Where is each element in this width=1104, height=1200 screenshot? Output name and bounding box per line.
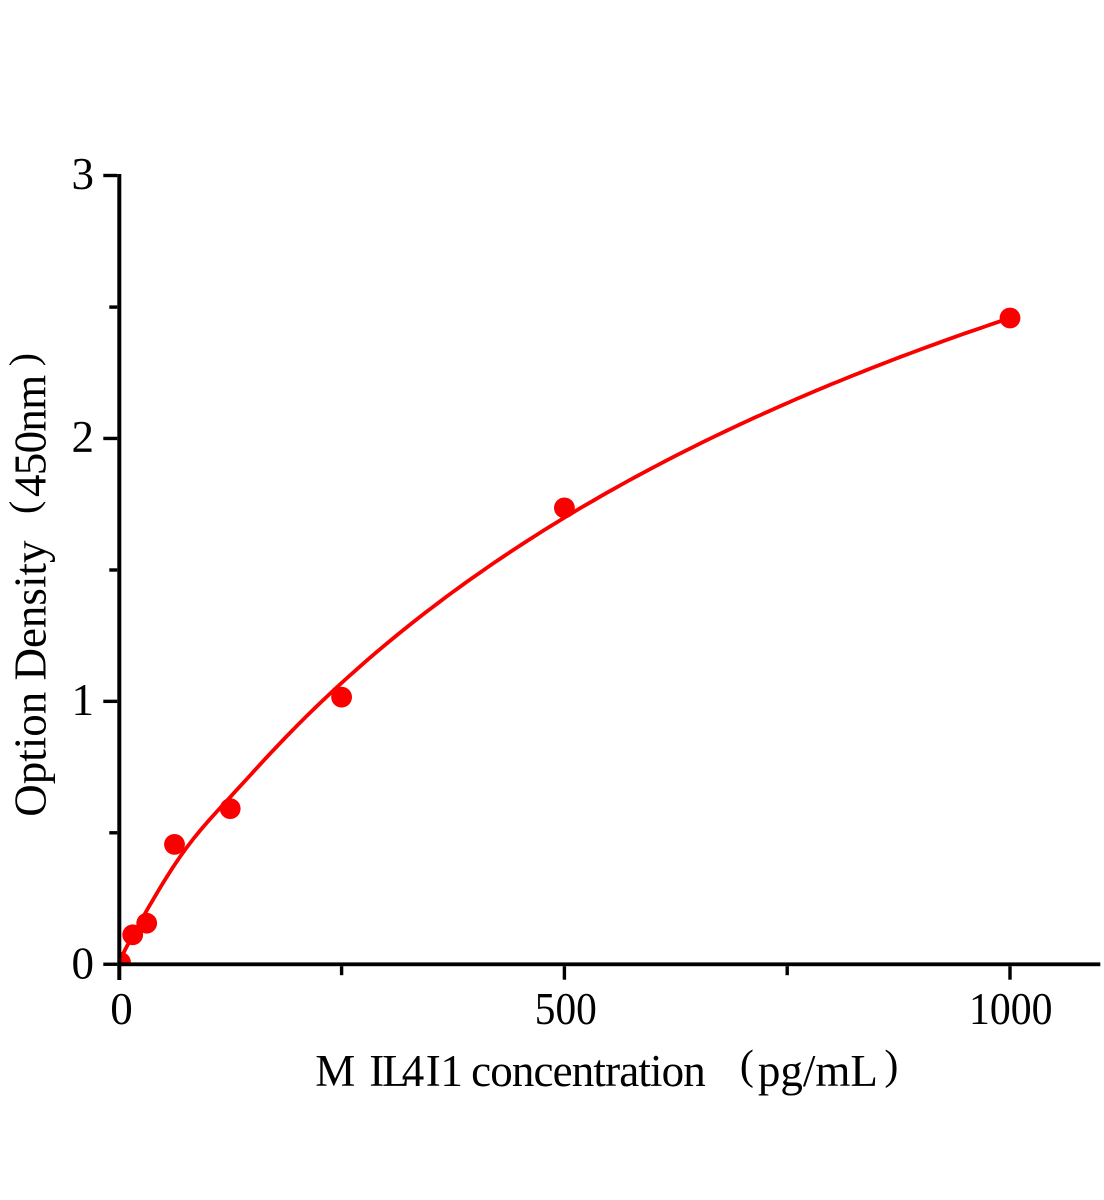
svg-text:(: (	[1, 501, 46, 514]
svg-text:M: M	[315, 1046, 355, 1096]
svg-text:500: 500	[535, 984, 597, 1034]
svg-text:3: 3	[72, 149, 95, 199]
svg-text:1000: 1000	[969, 984, 1053, 1034]
svg-text:): )	[1, 353, 46, 366]
svg-text:concentration: concentration	[471, 1046, 705, 1096]
svg-text:450nm: 450nm	[6, 375, 56, 497]
svg-text:(: (	[740, 1043, 754, 1089]
svg-text:1: 1	[72, 675, 95, 725]
svg-text:2: 2	[72, 412, 95, 462]
svg-text:0: 0	[110, 984, 133, 1034]
svg-text:): )	[884, 1043, 898, 1089]
svg-text:Option Density: Option Density	[6, 540, 56, 817]
svg-text:0: 0	[72, 939, 95, 989]
svg-text:IL4I1: IL4I1	[369, 1046, 463, 1096]
svg-text:pg/mL: pg/mL	[758, 1046, 878, 1096]
